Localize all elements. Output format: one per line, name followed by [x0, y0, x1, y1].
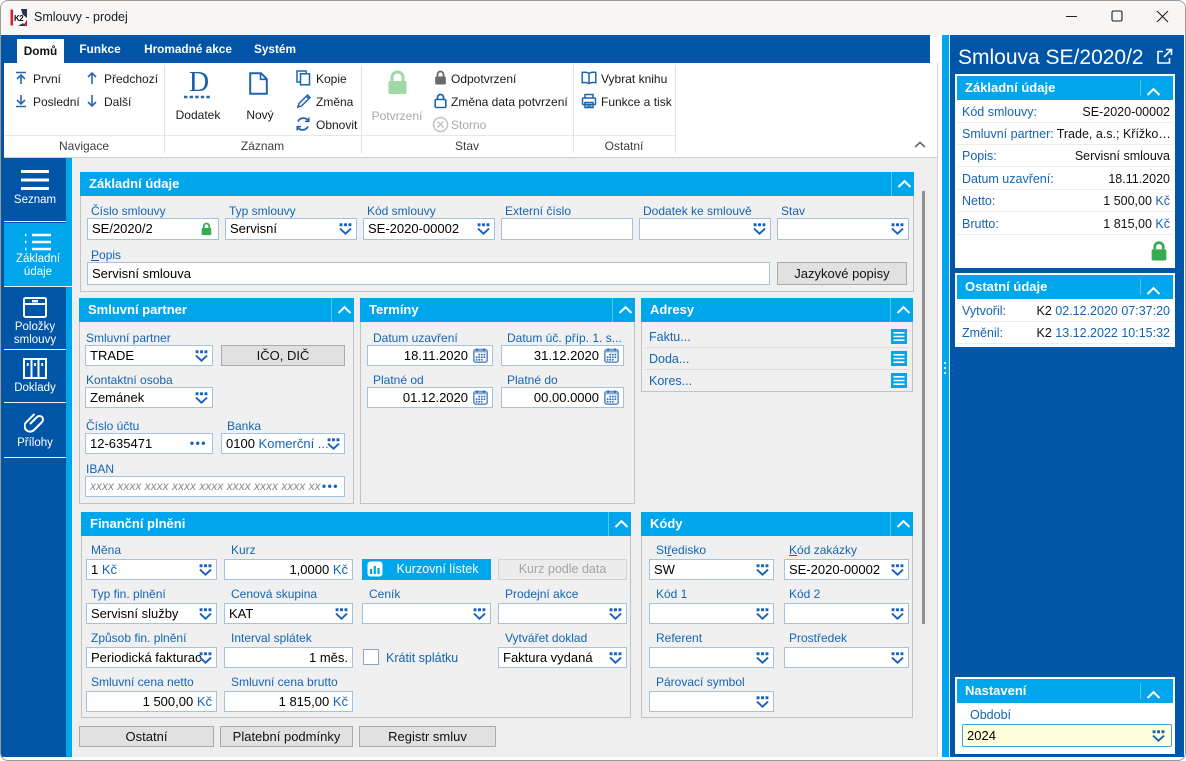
svg-text:K2: K2	[14, 14, 24, 23]
